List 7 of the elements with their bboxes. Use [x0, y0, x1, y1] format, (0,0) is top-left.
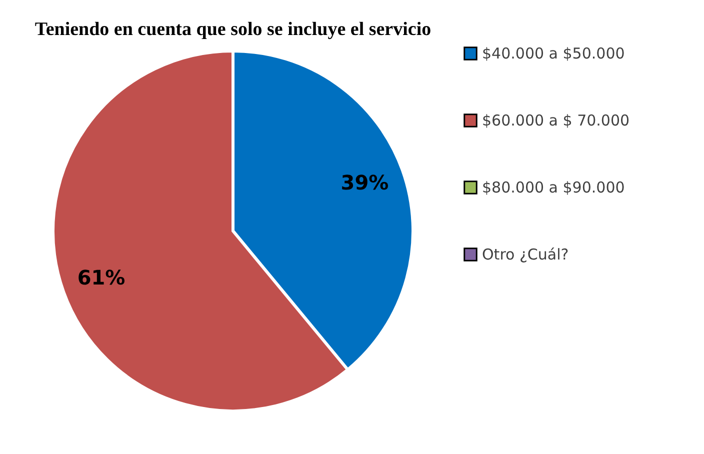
- data-label: 39%: [340, 170, 389, 195]
- legend-label: $80.000 a $90.000: [482, 178, 625, 196]
- legend-label: $60.000 a $ 70.000: [482, 112, 630, 130]
- legend-label: $40.000 a $50.000: [482, 44, 625, 62]
- data-label: 61%: [77, 265, 126, 290]
- legend-label: Otro ¿Cuál?: [482, 246, 569, 264]
- chart-title: Teniendo en cuenta que solo se incluye el servicio: [34, 19, 432, 40]
